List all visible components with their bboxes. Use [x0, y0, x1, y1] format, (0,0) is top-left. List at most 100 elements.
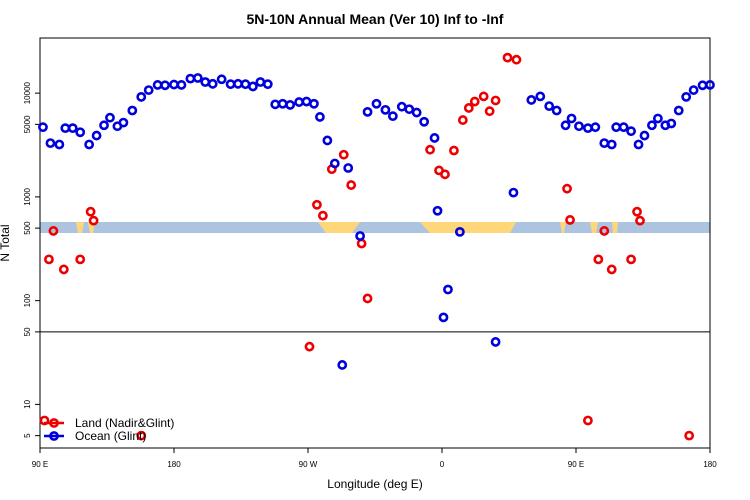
- y-tick-label: 5: [23, 433, 32, 438]
- ocean-point: [118, 117, 129, 128]
- ocean-point: [681, 91, 692, 102]
- ocean-point: [127, 105, 138, 116]
- ocean-point: [526, 95, 537, 105]
- ocean-point: [207, 78, 218, 89]
- ocean-point: [652, 113, 663, 124]
- ocean-point: [315, 112, 325, 122]
- x-tick-label: 90 E: [32, 460, 48, 469]
- ocean-point: [169, 79, 179, 90]
- ocean-point: [611, 122, 622, 133]
- ocean-point: [705, 80, 715, 90]
- ocean-point: [404, 104, 415, 115]
- land-point: [449, 145, 459, 156]
- ocean-point: [535, 91, 546, 102]
- y-axis-label: N Total: [0, 224, 12, 261]
- ocean-point: [590, 122, 601, 133]
- ocean-point: [192, 73, 203, 83]
- x-tick-label: 180: [703, 460, 717, 469]
- land-patch: [590, 222, 598, 233]
- ocean-point: [343, 163, 354, 173]
- land-point: [632, 206, 642, 217]
- ocean-point: [633, 139, 644, 150]
- ocean-point: [438, 312, 449, 323]
- ocean-point: [574, 121, 584, 132]
- ocean-point: [697, 80, 708, 91]
- x-tick-label: 0: [440, 460, 445, 469]
- y-tick-label: 10: [23, 399, 32, 408]
- ocean-point: [200, 77, 211, 87]
- ocean-point: [262, 79, 273, 90]
- land-point: [593, 254, 604, 265]
- land-point: [75, 254, 86, 265]
- y-tick-label: 50: [23, 327, 32, 336]
- ocean-point: [443, 284, 453, 295]
- ocean-point: [322, 135, 333, 146]
- land-point: [338, 149, 349, 160]
- ocean-point: [225, 79, 236, 90]
- land-point: [317, 210, 328, 221]
- chart-title: 5N-10N Annual Mean (Ver 10) Inf to -Inf: [247, 11, 504, 27]
- land-point: [599, 226, 610, 236]
- ocean-point: [454, 226, 465, 237]
- land-point: [463, 103, 474, 113]
- ocean-point: [432, 205, 443, 216]
- ocean-point: [233, 78, 243, 89]
- ocean-point: [105, 112, 115, 123]
- x-tick-label: 180: [167, 460, 181, 469]
- ocean-point: [429, 133, 440, 143]
- y-tick-label: 5000: [23, 115, 32, 133]
- land-patch: [612, 222, 618, 233]
- ocean-point: [99, 120, 109, 131]
- ocean-point: [152, 80, 163, 90]
- land-point: [562, 183, 572, 194]
- ocean-point: [380, 104, 391, 115]
- x-axis: 90 E 180 90 W 0 90 E 180: [32, 448, 717, 469]
- ocean-point: [160, 80, 170, 91]
- ocean-point: [143, 85, 154, 95]
- ocean-point: [387, 111, 398, 122]
- ocean-band: [40, 222, 710, 233]
- land-patch: [76, 222, 84, 233]
- legend: Land (Nadir&Glint) Ocean (Glint): [44, 416, 174, 443]
- ocean-point: [355, 231, 366, 241]
- legend-land-marker: [49, 418, 59, 428]
- ocean-point: [626, 126, 636, 137]
- ocean-point: [647, 120, 657, 131]
- land-point: [635, 215, 645, 226]
- ocean-point: [60, 123, 71, 134]
- ocean-point: [75, 127, 86, 138]
- legend-ocean-marker: [49, 431, 59, 441]
- land-point: [304, 341, 315, 352]
- land-point: [44, 254, 54, 265]
- ocean-point: [136, 91, 147, 102]
- land-point: [684, 430, 695, 441]
- plot-frame: [39, 37, 711, 449]
- ocean-point: [54, 139, 65, 150]
- ocean-point: [566, 113, 577, 124]
- series-land: [39, 52, 695, 441]
- land-point: [362, 293, 373, 304]
- ocean-point: [255, 77, 266, 87]
- land-point: [565, 215, 575, 225]
- land-patch: [420, 222, 516, 233]
- ocean-point: [411, 107, 422, 118]
- ocean-point: [371, 98, 382, 109]
- ocean-point: [270, 99, 281, 110]
- ocean-point: [362, 106, 373, 117]
- land-point: [478, 91, 489, 102]
- land-point: [425, 144, 435, 155]
- legend-ocean-label: Ocean (Glint): [75, 429, 146, 443]
- x-tick-label: 90 W: [299, 460, 318, 469]
- series-layer: [38, 52, 715, 441]
- land-patch: [560, 222, 566, 233]
- land-point: [48, 226, 59, 236]
- land-point: [312, 199, 322, 210]
- land-point: [626, 254, 636, 265]
- land-point: [457, 115, 468, 125]
- ocean-point: [91, 130, 102, 141]
- ocean-point: [551, 105, 562, 116]
- y-tick-label: 1000: [23, 187, 32, 205]
- land-point: [511, 54, 522, 65]
- ocean-point: [666, 118, 677, 129]
